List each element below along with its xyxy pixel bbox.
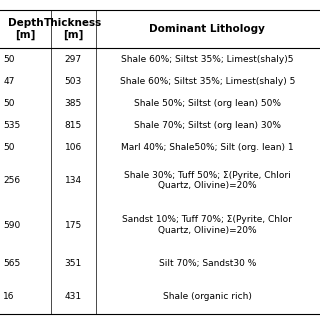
Text: 16: 16 bbox=[3, 292, 15, 301]
Text: Depth
[m]: Depth [m] bbox=[8, 18, 43, 40]
Text: 134: 134 bbox=[65, 176, 82, 185]
Text: 565: 565 bbox=[3, 259, 20, 268]
Text: Sandst 10%; Tuff 70%; Σ(Pyrite, Chlor
Quartz, Olivine)=20%: Sandst 10%; Tuff 70%; Σ(Pyrite, Chlor Qu… bbox=[123, 215, 292, 235]
Text: Shale 30%; Tuff 50%; Σ(Pyrite, Chlori
Quartz, Olivine)=20%: Shale 30%; Tuff 50%; Σ(Pyrite, Chlori Qu… bbox=[124, 171, 291, 190]
Text: Shale 60%; Siltst 35%; Limest(shaly) 5: Shale 60%; Siltst 35%; Limest(shaly) 5 bbox=[120, 77, 295, 86]
Text: Shale 70%; Siltst (org lean) 30%: Shale 70%; Siltst (org lean) 30% bbox=[134, 121, 281, 130]
Text: Thickness
[m]: Thickness [m] bbox=[44, 18, 102, 40]
Text: 50: 50 bbox=[3, 55, 15, 64]
Text: 815: 815 bbox=[65, 121, 82, 130]
Text: 175: 175 bbox=[65, 220, 82, 229]
Text: Shale (organic rich): Shale (organic rich) bbox=[163, 292, 252, 301]
Text: 385: 385 bbox=[65, 99, 82, 108]
Text: Silt 70%; Sandst30 %: Silt 70%; Sandst30 % bbox=[159, 259, 256, 268]
Text: Marl 40%; Shale50%; Silt (org. lean) 1: Marl 40%; Shale50%; Silt (org. lean) 1 bbox=[121, 143, 294, 152]
Text: 50: 50 bbox=[3, 143, 15, 152]
Text: 535: 535 bbox=[3, 121, 20, 130]
Text: 351: 351 bbox=[65, 259, 82, 268]
Text: 106: 106 bbox=[65, 143, 82, 152]
Text: 47: 47 bbox=[3, 77, 15, 86]
Text: Shale 60%; Siltst 35%; Limest(shaly)5: Shale 60%; Siltst 35%; Limest(shaly)5 bbox=[121, 55, 294, 64]
Text: Dominant Lithology: Dominant Lithology bbox=[149, 24, 265, 34]
Text: 50: 50 bbox=[3, 99, 15, 108]
Text: Shale 50%; Siltst (org lean) 50%: Shale 50%; Siltst (org lean) 50% bbox=[134, 99, 281, 108]
Text: 503: 503 bbox=[65, 77, 82, 86]
Text: 431: 431 bbox=[65, 292, 82, 301]
Text: 297: 297 bbox=[65, 55, 82, 64]
Text: 256: 256 bbox=[3, 176, 20, 185]
Text: 590: 590 bbox=[3, 220, 20, 229]
